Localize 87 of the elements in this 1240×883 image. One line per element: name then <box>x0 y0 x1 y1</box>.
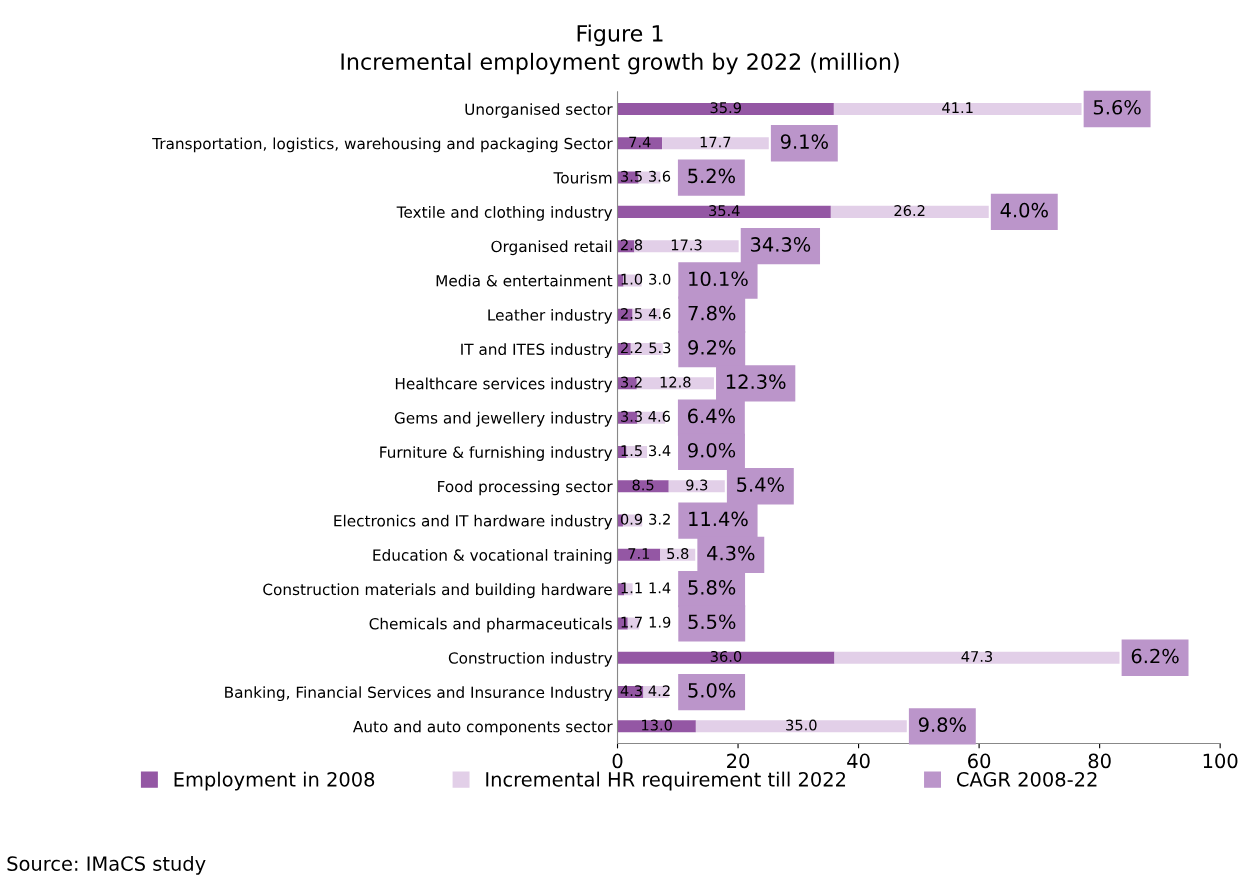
y-tick-label: Food processing sector <box>438 480 613 496</box>
y-tick-label: Banking, Financial Services and Insurance Industry <box>225 686 613 702</box>
x-tick-label: 80 <box>1088 753 1111 769</box>
text: 6.4% <box>688 408 735 424</box>
legend-label: Incremental HR requirement till 2022 <box>486 771 846 791</box>
text: 5.6% <box>1093 99 1141 115</box>
text: 4.0% <box>1000 202 1048 218</box>
data-label: 2.2 <box>621 342 642 354</box>
data-label: 4.3 <box>620 685 642 697</box>
data-label: 1.9 <box>649 616 671 628</box>
data-label: 26.2 <box>894 205 925 217</box>
text: 12.3% <box>726 374 786 389</box>
y-tick-label: Furniture & furnishing industry <box>380 446 613 461</box>
text: 11.4% <box>689 511 748 527</box>
y-tick-label: Construction industry <box>448 651 613 667</box>
data-label: 1.0 <box>621 273 643 285</box>
data-label: 35.0 <box>786 719 817 731</box>
data-label: 7.1 <box>628 548 650 559</box>
bar <box>617 205 831 218</box>
legend-label: CAGR 2008-22 <box>956 771 1097 787</box>
data-label: 8.5 <box>632 479 654 491</box>
text: 5.4% <box>737 477 784 492</box>
y-tick-label: Education & vocational training <box>373 549 612 564</box>
text: 5.2% <box>688 168 735 184</box>
data-label: 13.0 <box>642 719 672 731</box>
text: 4.3% <box>707 545 755 561</box>
bar <box>617 102 834 115</box>
data-label: 1.5 <box>621 445 642 457</box>
source-note: Source: IMaCS study <box>7 855 206 875</box>
bar <box>617 651 835 664</box>
data-label: 3.0 <box>649 273 671 285</box>
text: 5.0% <box>688 682 736 698</box>
data-label: 5.3 <box>649 342 671 354</box>
data-label: 3.6 <box>648 170 671 182</box>
chart-title: Figure 1 <box>577 24 663 47</box>
data-label: 36.0 <box>710 650 742 662</box>
y-tick-label: Textile and clothing industry <box>396 206 613 221</box>
text: 9.0% <box>688 442 736 458</box>
y-tick-label: Media & entertainment <box>436 274 613 287</box>
y-tick-label: Construction materials and building hardware <box>263 583 612 599</box>
text: 10.1% <box>689 271 748 287</box>
data-label: 7.4 <box>629 136 651 148</box>
y-tick-label: Gems and jewellery industry <box>394 411 613 427</box>
x-tick-label: 0 <box>612 753 623 769</box>
data-label: 47.3 <box>961 650 993 662</box>
legend-label: Employment in 2008 <box>174 771 375 791</box>
y-tick-label: IT and ITES industry <box>461 343 613 359</box>
data-label: 12.8 <box>660 376 691 388</box>
data-label: 0.9 <box>620 513 643 525</box>
x-tick-label: 100 <box>1203 753 1238 769</box>
x-tick-label: 40 <box>847 753 870 769</box>
y-tick-label: Tourism <box>553 171 612 184</box>
x-tick-label: 20 <box>727 753 750 769</box>
data-label: 1.1 <box>621 582 642 594</box>
text: 6.2% <box>1131 648 1179 664</box>
y-tick-label: Auto and auto components sector <box>352 720 613 736</box>
y-tick-label: Organised retail <box>491 240 612 256</box>
text: 34.3% <box>750 237 811 252</box>
data-label: 9.3 <box>686 479 708 491</box>
data-label: 41.1 <box>942 102 973 113</box>
data-label: 5.8 <box>667 548 689 560</box>
y-tick-label: Transportation, logistics, warehousing and packaging Sector <box>152 137 613 153</box>
text: 5.8% <box>688 580 736 595</box>
text: 7.8% <box>688 305 736 321</box>
x-tick-label: 60 <box>968 753 991 769</box>
data-label: 17.3 <box>671 239 702 251</box>
chart-subtitle: Incremental employment growth by 2022 (million) <box>341 52 899 75</box>
y-tick-label: Healthcare services industry <box>395 377 613 393</box>
y-tick-label: Unorganised sector <box>465 103 613 118</box>
text: 9.8% <box>918 717 966 732</box>
data-label: 17.7 <box>700 136 731 148</box>
text: 9.1% <box>780 134 828 149</box>
data-label: 4.2 <box>648 685 670 697</box>
y-tick-label: Chemicals and pharmaceuticals <box>369 617 612 633</box>
data-label: 1.7 <box>621 616 642 628</box>
data-label: 4.6 <box>648 307 671 319</box>
data-label: 35.4 <box>709 205 740 217</box>
y-tick-label: Leather industry <box>488 308 613 324</box>
data-label: 3.4 <box>649 445 671 457</box>
data-label: 1.4 <box>649 582 671 594</box>
bar <box>617 720 696 733</box>
data-label: 4.6 <box>648 410 671 422</box>
text: 9.2% <box>688 340 736 355</box>
text: 5.5% <box>688 614 736 630</box>
data-label: 3.2 <box>649 513 670 525</box>
data-label: 35.9 <box>710 102 741 114</box>
y-tick-label: Electronics and IT hardware industry <box>334 514 613 530</box>
